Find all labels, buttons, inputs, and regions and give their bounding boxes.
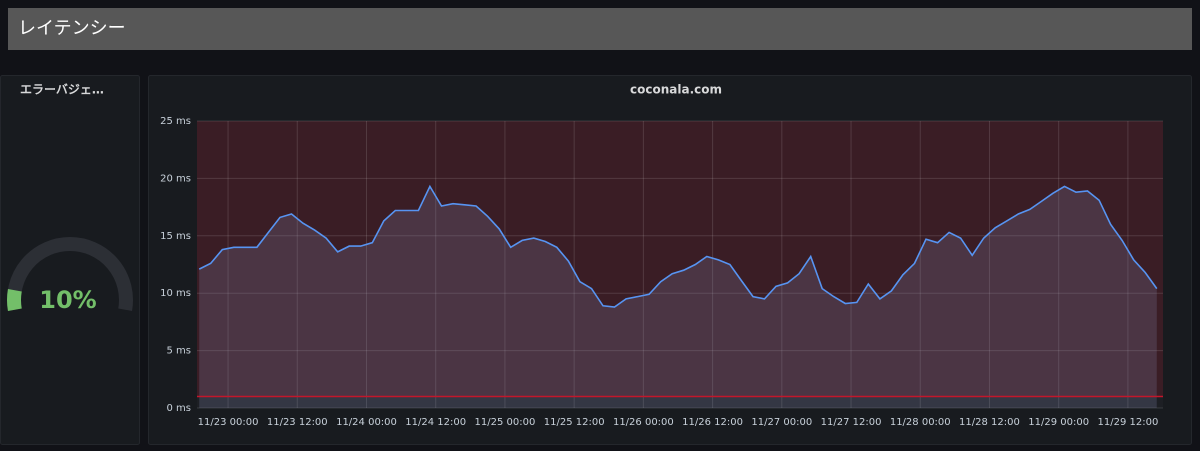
x-tick-label: 11/27 00:00: [751, 417, 812, 428]
y-tick-label: 25 ms: [160, 116, 191, 127]
line: [198, 184, 1158, 308]
threshold-region: [197, 121, 1163, 397]
x-tick-label: 11/23 00:00: [198, 417, 259, 428]
x-tick-label: 11/29 00:00: [1028, 417, 1089, 428]
panel-title[interactable]: coconala.com: [630, 83, 722, 97]
gauge-value: [7, 289, 22, 311]
x-tick-label: 11/24 00:00: [336, 417, 397, 428]
gauge-panel: [0, 75, 140, 445]
gauge: 10%: [7, 237, 133, 314]
y-tick-label: 5 ms: [167, 346, 192, 357]
row-title: レイテンシー: [18, 18, 126, 39]
x-tick-label: 11/25 00:00: [475, 417, 536, 428]
gauge-label: 10%: [39, 286, 96, 314]
panel-title[interactable]: エラーバジェ…: [20, 83, 104, 97]
x-tick-label: 11/26 00:00: [613, 417, 674, 428]
area: [199, 186, 1157, 408]
x-tick-label: 11/24 12:00: [405, 417, 466, 428]
y-tick-label: 10 ms: [160, 288, 191, 299]
y-tick-label: 0 ms: [167, 403, 192, 414]
y-tick-label: 20 ms: [160, 173, 191, 184]
plot-background: [197, 121, 1163, 408]
x-tick-label: 11/23 12:00: [267, 417, 328, 428]
plot: 0 ms 5 ms 10 ms 15 ms 20 ms 25 ms 11/23 00:00 1…: [160, 116, 1163, 428]
x-tick-label: 11/29 12:00: [1097, 417, 1158, 428]
x-tick-label: 11/28 00:00: [890, 417, 951, 428]
x-tick-label: 11/25 12:00: [544, 417, 605, 428]
x-tick-label: 11/26 12:00: [682, 417, 743, 428]
x-tick-label: 11/27 12:00: [821, 417, 882, 428]
x-tick-label: 11/28 12:00: [959, 417, 1020, 428]
y-tick-label: 15 ms: [160, 231, 191, 242]
row-header[interactable]: [8, 8, 1192, 50]
gauge-track: [7, 237, 133, 311]
